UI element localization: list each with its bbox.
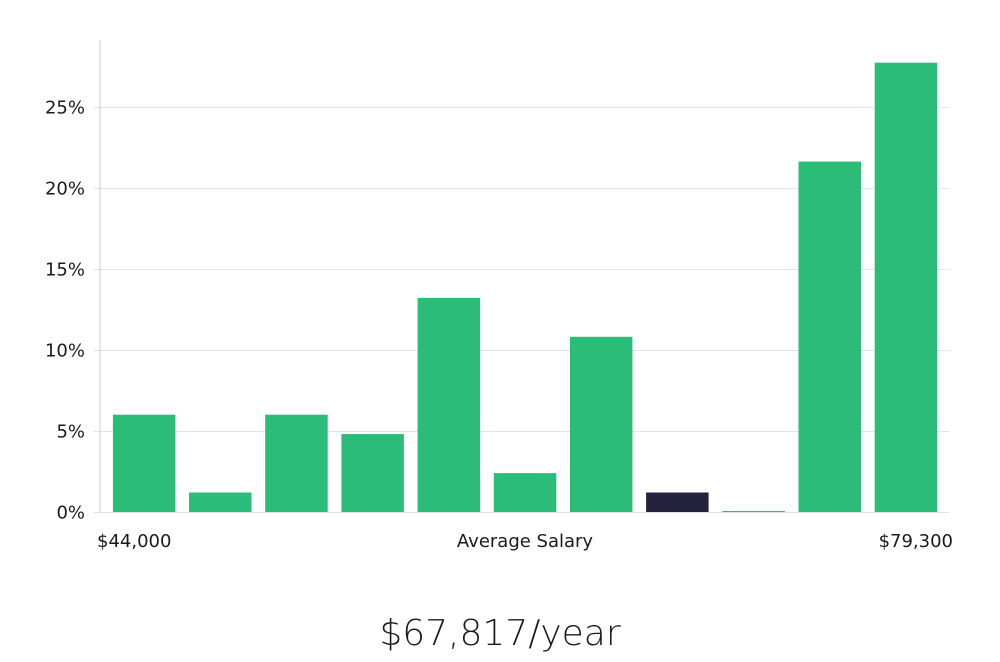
bars xyxy=(112,62,938,512)
bar xyxy=(493,473,557,512)
x-axis-labels: $44,000 Average Salary $79,300 xyxy=(97,531,953,552)
y-tick-label: 0% xyxy=(56,503,85,524)
average-salary-value: $67,817/year xyxy=(379,613,621,654)
bar xyxy=(798,161,861,512)
y-tick-label: 5% xyxy=(56,422,85,443)
y-tick-label: 15% xyxy=(45,260,85,281)
bar xyxy=(874,62,938,512)
y-tick-label: 10% xyxy=(45,341,85,362)
bar xyxy=(722,511,785,512)
bar xyxy=(189,492,252,512)
bar xyxy=(341,434,404,512)
x-center-label: Average Salary xyxy=(457,531,594,552)
bar xyxy=(112,414,176,512)
y-axis: 0% 5% 10% 15% 20% 25% xyxy=(45,40,101,524)
salary-distribution-chart: 0% 5% 10% 15% 20% 25% $44,000 Average Salary … xyxy=(45,40,953,552)
y-tick-label: 20% xyxy=(45,179,85,200)
y-tick-label: 25% xyxy=(45,98,85,119)
bar xyxy=(265,414,328,512)
bar xyxy=(417,297,481,512)
x-max-label: $79,300 xyxy=(879,531,953,552)
x-min-label: $44,000 xyxy=(97,531,171,552)
bar xyxy=(569,336,633,512)
grid-lines xyxy=(94,107,950,513)
bar-highlighted xyxy=(646,492,709,512)
